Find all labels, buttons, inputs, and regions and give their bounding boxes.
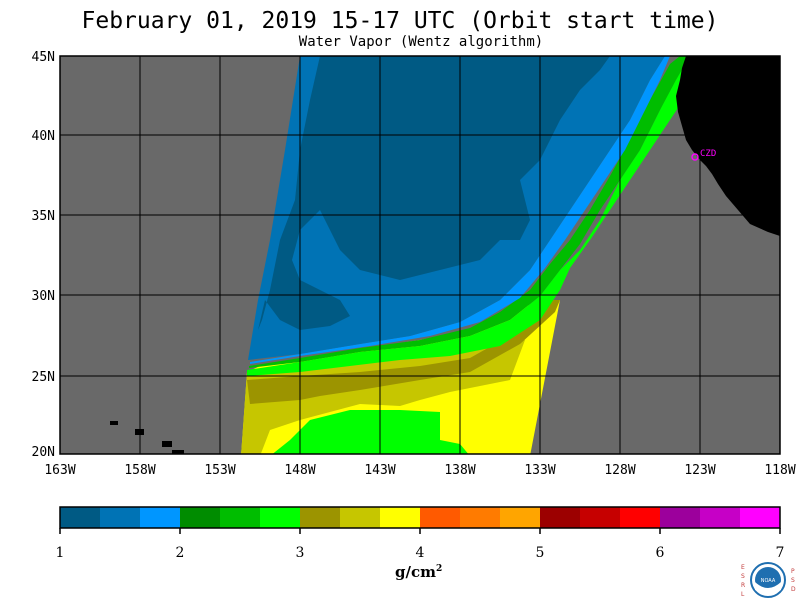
lon-label: 163W	[44, 463, 75, 478]
noaa-logo: NOAA E S R L P S D	[741, 562, 796, 598]
colorbar-swatch	[740, 507, 781, 528]
latitude-labels: 45N 40N 35N 30N 25N 20N	[32, 50, 55, 460]
swath-band-3	[247, 300, 560, 404]
lon-label: 128W	[604, 463, 635, 478]
colorbar-swatch	[700, 507, 741, 528]
svg-text:S: S	[741, 573, 745, 580]
colorbar-tick-label: 6	[656, 545, 665, 561]
station-label: CZD	[700, 149, 716, 159]
map-area	[60, 56, 780, 454]
svg-text:D: D	[791, 586, 796, 593]
lat-label: 20N	[32, 445, 55, 460]
colorbar-swatch	[660, 507, 701, 528]
colorbar-swatch	[540, 507, 581, 528]
colorbar-tick-label: 2	[176, 545, 185, 561]
gridlines	[60, 56, 780, 454]
lon-label: 158W	[124, 463, 155, 478]
lon-label: 138W	[444, 463, 475, 478]
colorbar-tick-label: 4	[416, 545, 425, 561]
swath-band-4	[272, 410, 469, 454]
svg-text:R: R	[741, 582, 745, 589]
svg-text:E: E	[741, 564, 745, 571]
colorbar-swatch	[500, 507, 541, 528]
island-mark	[162, 441, 172, 447]
lon-label: 118W	[764, 463, 795, 478]
svg-text:S: S	[791, 577, 795, 584]
colorbar-tick-label: 3	[296, 545, 305, 561]
svg-text:P: P	[791, 568, 795, 575]
map-border	[59, 55, 781, 455]
colorbar-tick-label: 5	[536, 545, 545, 561]
lon-label: 123W	[684, 463, 715, 478]
colorbar-swatch	[380, 507, 421, 528]
station-marker	[691, 153, 699, 161]
colorbar-swatch	[180, 507, 221, 528]
lat-label: 35N	[32, 209, 55, 224]
map-subtitle: Water Vapor (Wentz algorithm)	[298, 34, 544, 50]
colorbar-swatch	[260, 507, 301, 528]
longitude-labels: 163W 158W 153W 148W 143W 138W 133W 128W 123W 118W	[44, 463, 795, 478]
swath-band-9	[258, 56, 610, 330]
lat-label: 25N	[32, 370, 55, 385]
colorbar-swatch	[140, 507, 181, 528]
lat-label: 30N	[32, 289, 55, 304]
colorbar-tick-label: 1	[56, 545, 65, 561]
island-mark	[110, 421, 118, 425]
colorbar	[59, 506, 781, 529]
colorbar-swatch	[460, 507, 501, 528]
lat-label: 40N	[32, 129, 55, 144]
island-mark	[172, 450, 184, 454]
colorbar-swatch	[100, 507, 141, 528]
colorbar-unit: g/cm2	[395, 563, 443, 581]
colorbar-swatch	[580, 507, 621, 528]
colorbar-swatch	[300, 507, 341, 528]
land-mass	[676, 56, 780, 236]
colorbar-swatch	[620, 507, 661, 528]
lon-label: 133W	[524, 463, 555, 478]
svg-text:L: L	[741, 591, 745, 598]
colorbar-swatch	[220, 507, 261, 528]
colorbar-tick-label: 7	[776, 545, 785, 561]
colorbar-ticks: 1 2 3 4 5 6 7	[56, 528, 785, 561]
svg-text:NOAA: NOAA	[761, 578, 776, 584]
lat-label: 45N	[32, 50, 55, 65]
colorbar-swatch	[60, 507, 101, 528]
lon-label: 148W	[284, 463, 315, 478]
lon-label: 143W	[364, 463, 395, 478]
colorbar-swatch	[420, 507, 461, 528]
colorbar-swatch	[340, 507, 381, 528]
map-title: February 01, 2019 15-17 UTC (Orbit start…	[81, 8, 719, 34]
lon-label: 153W	[204, 463, 235, 478]
